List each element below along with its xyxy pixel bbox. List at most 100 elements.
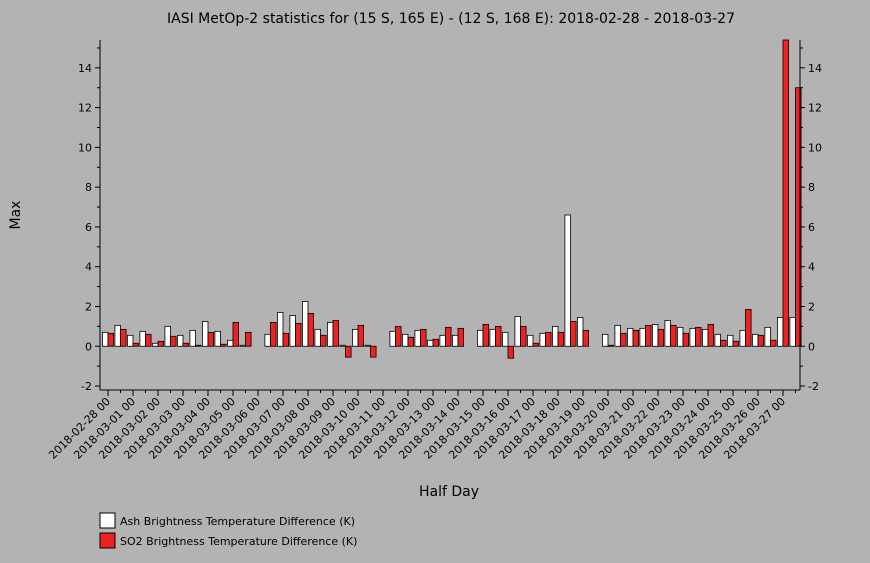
bar-so2-2018-03-12t00 [407,336,414,347]
bar-so2-2018-03-21t00 [632,329,639,347]
bar-ash-2018-03-17t00 [527,334,534,347]
bar-ash-2018-03-11t12 [389,330,396,347]
y-tick-label-right: 0 [808,340,815,353]
bar-ash-2018-03-09t00 [326,321,334,347]
bar-so2-2018-03-16t12 [520,325,527,347]
bar-ash-2018-03-17t12 [539,332,546,347]
bar-ash-2018-03-26t12 [764,326,771,347]
bar-so2-2018-03-25t00 [732,340,739,347]
bar-ash-2018-03-24t12 [714,333,721,347]
bar-ash-2018-03-27t12 [789,317,796,347]
bar-so2-2018-03-10t12 [370,345,377,358]
bar-ash-2018-03-13t12 [439,334,446,347]
bar-so2-2018-03-10t00 [357,324,364,347]
bar-so2-2018-03-07t12 [295,322,302,347]
y-tick-label-left: 6 [85,221,92,234]
bar-ash-2018-03-09t12 [339,344,346,347]
bar-so2-2018-03-23t12 [695,326,702,347]
bar-so2-2018-03-24t00 [707,323,714,347]
bar-ash-2018-03-20t00 [602,333,609,347]
bar-so2-2018-02-28t00 [107,332,114,347]
bar-so2-2018-03-13t12 [445,326,452,347]
bar-ash-2018-03-12t12 [414,329,421,347]
bar-so2-2018-03-11t12 [395,325,402,347]
bar-so2-2018-03-26t12 [770,339,777,347]
bar-ash-2018-03-22t12 [664,319,671,347]
bar-ash-2018-02-28t00 [102,331,109,347]
bar-ash-2018-03-08t12 [314,328,321,347]
y-tick-label-right: 4 [808,261,815,274]
bar-so2-2018-03-22t12 [670,324,677,347]
bar-ash-2018-03-16t00 [501,331,509,347]
bar-so2-2018-03-21t12 [645,324,652,347]
legend: Ash Brightness Temperature Difference (K… [99,512,357,549]
y-tick-label-right: 10 [808,141,822,154]
bar-so2-2018-03-18t12 [570,320,577,347]
bar-ash-2018-03-15t00 [476,329,484,347]
bar-so2-2018-03-25t12 [745,309,752,347]
bar-so2-2018-03-12t12 [420,328,427,347]
bar-so2-2018-03-17t12 [545,331,552,347]
bar-ash-2018-03-18t12 [564,214,571,347]
bar-ash-2018-03-01t00 [127,334,134,347]
bar-ash-2018-03-19t00 [577,317,584,347]
y-tick-label-left: 0 [85,340,92,353]
bar-ash-2018-03-26t00 [752,333,759,347]
bar-so2-2018-03-20t12 [620,332,627,347]
bar-ash-2018-03-05t00 [226,339,234,347]
bar-ash-2018-03-12t00 [401,333,409,347]
bar-ash-2018-03-07t12 [289,315,296,347]
bar-ash-2018-03-24t00 [702,328,709,347]
bar-ash-2018-03-10t00 [351,328,359,347]
bar-so2-2018-03-05t12 [245,331,252,347]
bar-ash-2018-03-01t12 [139,330,146,347]
bar-ash-2018-03-21t12 [639,327,646,347]
bar-so2-2018-03-26t00 [757,334,764,347]
bar-so2-2018-03-27t12 [795,87,802,347]
bar-ash-2018-03-27t00 [777,317,784,347]
bar-so2-2018-03-01t12 [145,333,152,347]
y-ticks-right-group: -2 0 2 4 6 8 10 12 14 [800,47,822,393]
bar-ash-2018-03-20t12 [614,324,621,347]
bar-so2-2018-03-27t00 [782,39,789,347]
y-tick-label-left: 8 [85,181,92,194]
y-axis-label: Max [8,201,24,230]
bar-so2-2018-03-15t00 [482,323,489,347]
y-tick-label-left: -2 [81,380,92,393]
bar-ash-2018-03-07t00 [276,312,284,347]
bar-so2-2018-03-14t00 [457,327,464,347]
y-tick-label-right: 12 [808,102,822,115]
y-tick-label-right: -2 [808,380,819,393]
bar-ash-2018-03-23t00 [677,326,684,347]
bar-ash-2018-03-08t00 [301,301,309,347]
bar-ash-2018-03-04t12 [214,330,221,347]
bar-ash-2018-03-02t12 [164,325,171,347]
bar-ash-2018-03-14t00 [451,334,459,347]
bar-so2-2018-03-09t12 [345,345,352,358]
bar-so2-2018-03-18t00 [557,331,564,347]
bar-so2-2018-03-22t00 [657,328,664,347]
bar-ash-2018-03-22t00 [652,323,659,347]
bar-so2-2018-02-28t12 [120,328,127,347]
bar-ash-2018-03-02t00 [151,342,159,347]
bar-ash-2018-03-16t12 [514,316,521,347]
y-tick-label-left: 4 [85,261,92,274]
bar-ash-2018-03-03t12 [189,329,196,347]
bar-so2-2018-03-02t00 [157,340,164,347]
bar-so2-2018-03-04t12 [220,343,227,347]
y-tick-label-left: 12 [78,102,92,115]
bar-so2-2018-03-01t00 [132,342,139,347]
bar-ash-2018-03-05t12 [239,344,246,347]
bar-so2-2018-03-05t00 [232,321,239,347]
y-tick-label-right: 2 [808,300,815,313]
bar-ash-2018-03-25t12 [739,329,746,347]
y-tick-label-right: 8 [808,181,815,194]
x-axis-label: Half Day [419,484,479,500]
legend-swatch-ash [99,512,116,529]
bar-so2-2018-03-07t00 [282,332,289,347]
bar-ash-2018-03-25t00 [727,334,734,347]
bar-so2-2018-03-24t12 [720,339,727,347]
chart-title: IASI MetOp-2 statistics for (15 S, 165 E… [167,11,735,27]
y-tick-label-left: 14 [78,62,92,75]
